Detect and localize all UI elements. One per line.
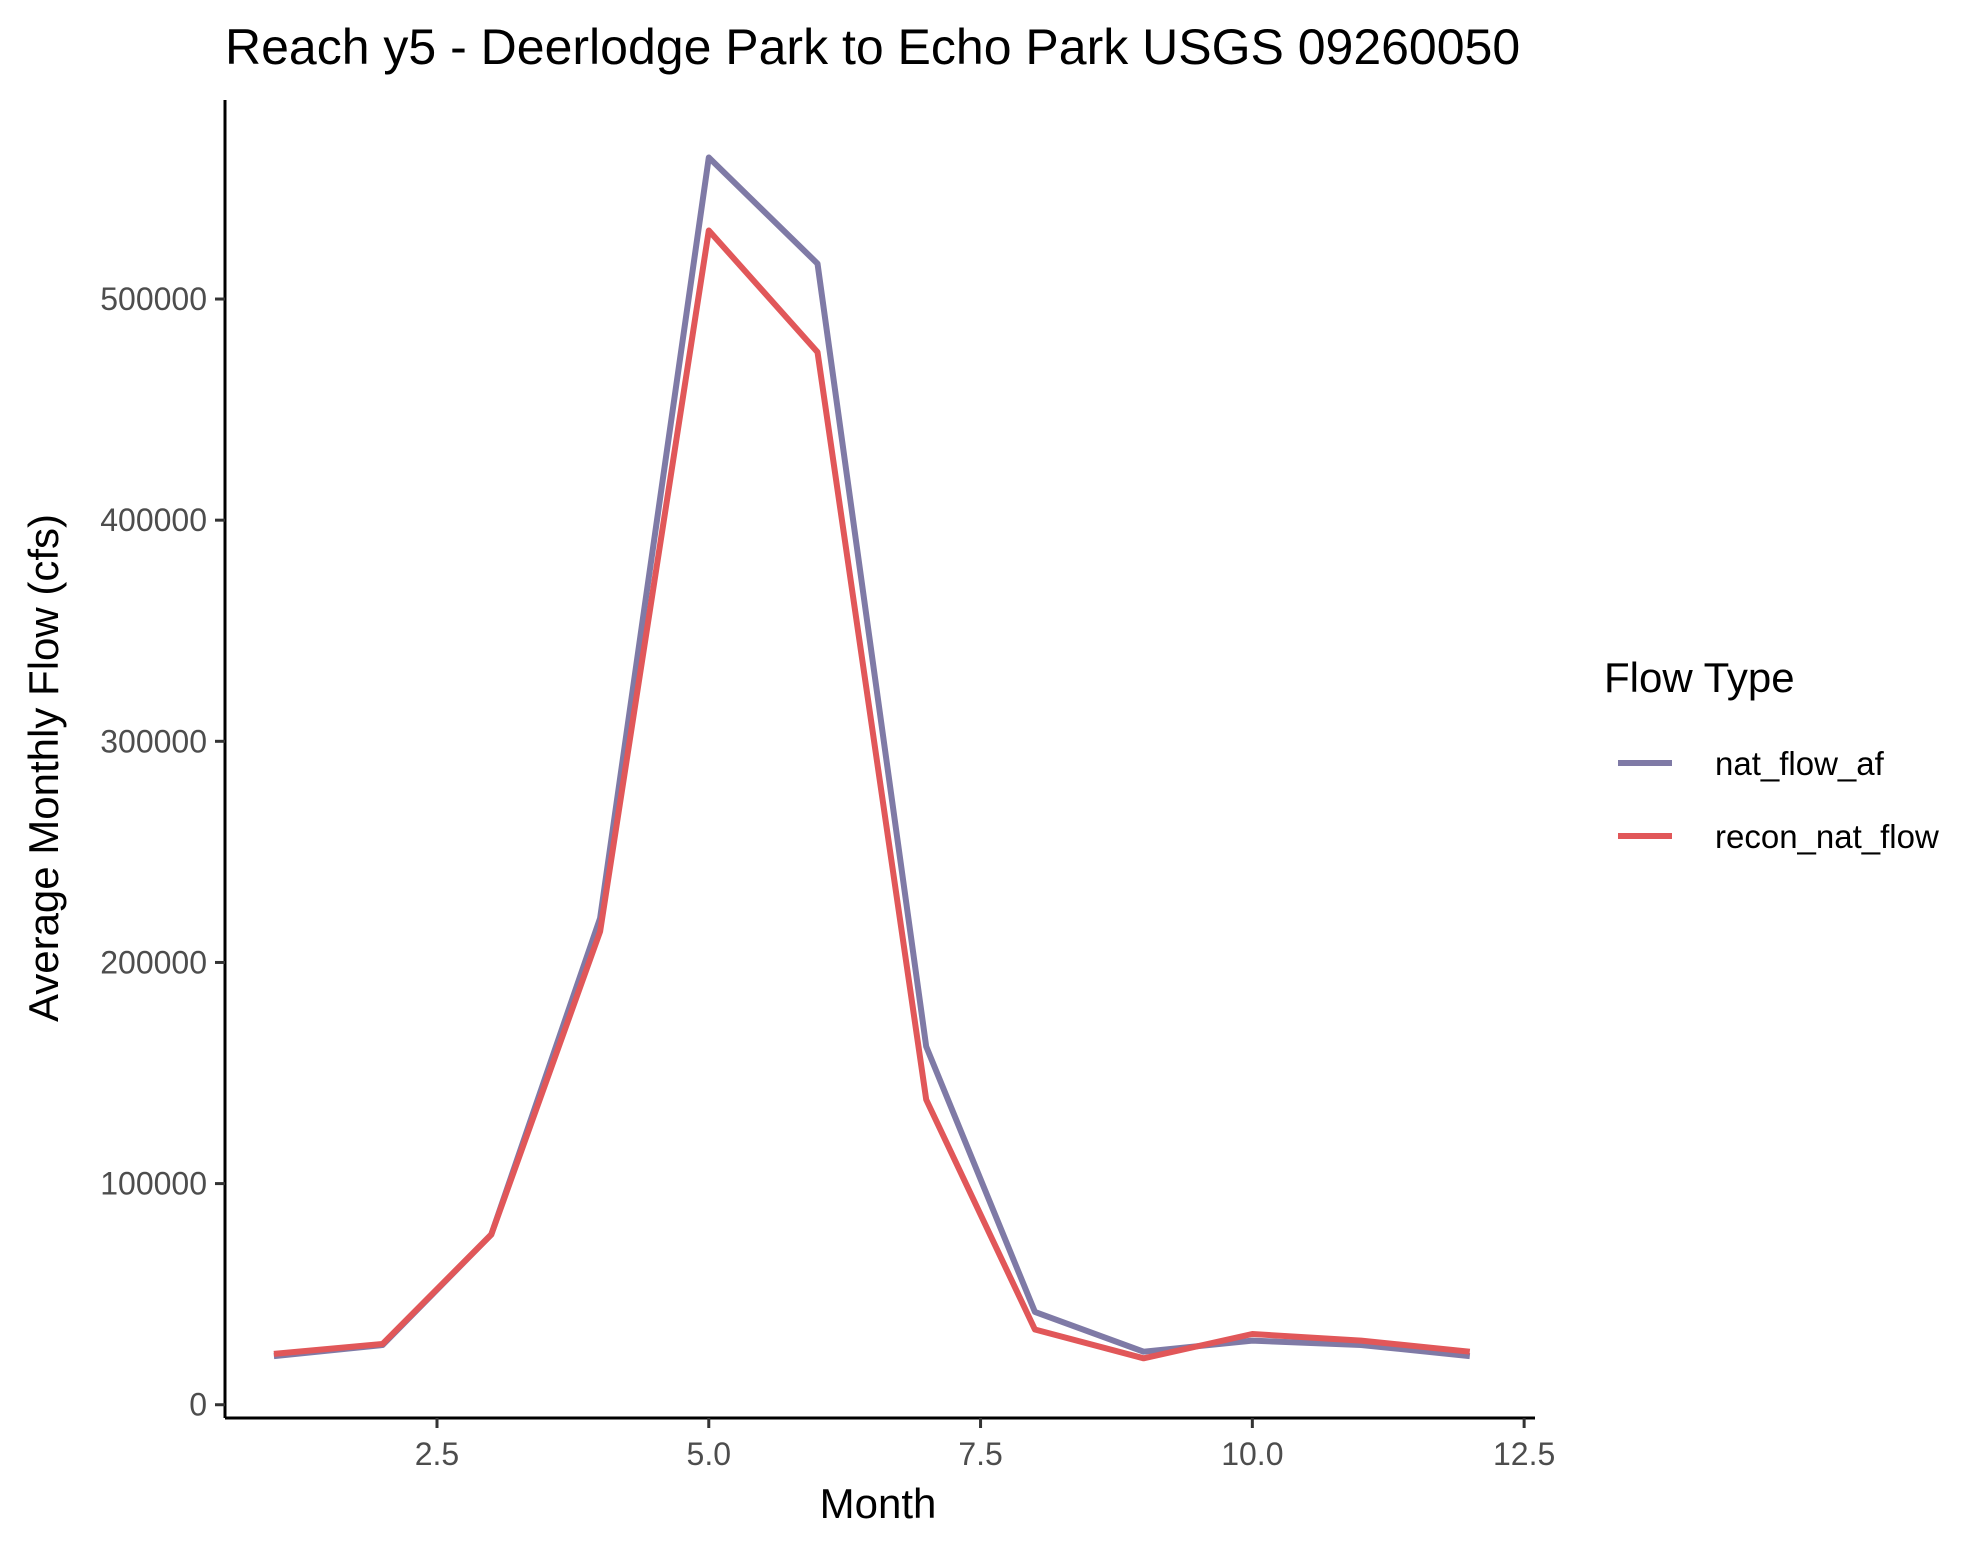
legend: Flow Type nat_flow_af recon_nat_flow bbox=[1604, 654, 1939, 855]
plot-area bbox=[273, 154, 1471, 1362]
y-axis-title: Average Monthly Flow (cfs) bbox=[20, 514, 67, 1022]
legend-label-recon-nat-flow: recon_nat_flow bbox=[1715, 818, 1939, 855]
legend-items: nat_flow_af recon_nat_flow bbox=[1618, 745, 1939, 855]
legend-label-nat-flow-af: nat_flow_af bbox=[1715, 745, 1885, 782]
x-tick-label: 10.0 bbox=[1221, 1436, 1283, 1472]
x-tick-label: 5.0 bbox=[687, 1436, 731, 1472]
y-tick-label: 0 bbox=[189, 1387, 207, 1423]
x-axis-ticks: 2.5 5.0 7.5 10.0 12.5 bbox=[415, 1418, 1555, 1472]
series-line-nat-flow-af bbox=[273, 154, 1471, 1360]
y-tick-label: 500000 bbox=[100, 281, 207, 317]
x-tick-label: 7.5 bbox=[958, 1436, 1002, 1472]
legend-title: Flow Type bbox=[1604, 654, 1795, 701]
series-line-recon-nat-flow bbox=[273, 227, 1471, 1362]
y-axis-ticks: 0 100000 200000 300000 400000 500000 bbox=[100, 281, 225, 1423]
x-tick-label: 12.5 bbox=[1493, 1436, 1555, 1472]
x-axis-title: Month bbox=[820, 1480, 937, 1527]
y-tick-label: 300000 bbox=[100, 723, 207, 759]
x-tick-label: 2.5 bbox=[415, 1436, 459, 1472]
y-tick-label: 400000 bbox=[100, 502, 207, 538]
chart-title: Reach y5 - Deerlodge Park to Echo Park U… bbox=[225, 19, 1520, 75]
y-tick-label: 100000 bbox=[100, 1166, 207, 1202]
y-tick-label: 200000 bbox=[100, 944, 207, 980]
